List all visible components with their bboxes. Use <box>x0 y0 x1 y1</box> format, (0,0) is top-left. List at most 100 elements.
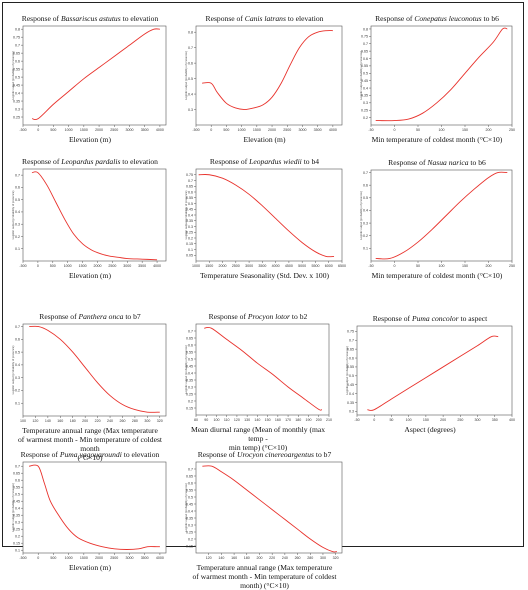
y-axis-label: Logistic output (probability of presence… <box>184 51 188 100</box>
x-tick-label: 1500 <box>80 556 88 560</box>
y-tick-label: 0.25 <box>186 231 193 235</box>
x-tick-label: 140 <box>254 418 260 422</box>
y-tick-label: 0.3 <box>188 523 193 527</box>
plot-area <box>22 168 167 262</box>
response-curve <box>32 28 160 121</box>
y-axis-label: Logistic output (probability of presence… <box>11 483 15 532</box>
y-tick-label: 0.55 <box>13 486 20 490</box>
response-plot: 0.1 0.2 0.3 0.4 0.5 0.6 0.7 -500 0 500 1000 1500 200… <box>11 168 167 268</box>
x-axis-label: Elevation (m) <box>243 135 286 144</box>
y-tick-label: 0.6 <box>363 183 368 187</box>
title-suffix: to b6 <box>468 158 486 167</box>
x-tick-label: 4000 <box>272 264 280 268</box>
x-tick-label: 180 <box>70 419 76 423</box>
response-plot: 0.15 0.2 0.25 0.3 0.35 0.4 0.45 0.5 0.55 0.6 0.65 0… <box>184 461 343 560</box>
chart-title: Response of Bassariscus astutus to eleva… <box>10 14 170 23</box>
y-tick-label: 0.5 <box>15 75 20 79</box>
y-tick-label: 0.8 <box>15 27 20 31</box>
x-tick-label: 300 <box>320 556 326 560</box>
y-tick-label: 0.45 <box>13 500 20 504</box>
response-curve <box>375 27 508 122</box>
x-tick-label: 140 <box>218 556 224 560</box>
title-prefix: Response of <box>375 14 415 23</box>
response-curve <box>202 465 337 553</box>
title-prefix: Response of <box>39 312 79 321</box>
x-tick-label: 2000 <box>268 128 276 132</box>
x-tick-label: 0 <box>373 418 375 422</box>
title-suffix: to b7 <box>313 450 332 459</box>
title-prefix: Response of <box>208 312 248 321</box>
y-tick-label: 0.3 <box>15 521 20 525</box>
x-tick-label: -500 <box>192 128 199 132</box>
response-plot: 0.2 0.25 0.3 0.35 0.4 0.45 0.5 0.55 0.6 0.65 0.7 0.… <box>359 25 515 132</box>
title-species: Leopardus pardalis <box>61 157 121 166</box>
y-tick-label: 0.65 <box>347 347 354 351</box>
title-species: Bassariscus astutus <box>60 14 121 23</box>
y-tick-label: 0.65 <box>186 474 193 478</box>
x-axis-label: Elevation (m) <box>69 135 111 144</box>
y-tick-label: 0.5 <box>349 374 354 378</box>
y-tick-label: 0.65 <box>186 336 193 340</box>
x-tick-label: 150 <box>462 128 468 132</box>
y-tick-label: 0.55 <box>186 196 193 200</box>
x-tick-label: 1500 <box>253 128 261 132</box>
y-tick-label: 0.7 <box>15 173 20 177</box>
y-tick-label: 0.5 <box>188 495 193 499</box>
y-tick-label: 0.65 <box>13 472 20 476</box>
y-tick-label: 0.2 <box>363 234 368 238</box>
x-tick-label: 120 <box>234 418 240 422</box>
y-tick-label: 0.4 <box>188 92 193 96</box>
x-tick-label: 500 <box>50 128 56 132</box>
plot-area <box>22 323 167 417</box>
response-curve <box>367 335 499 411</box>
y-tick-label: 0.6 <box>15 338 20 342</box>
response-plot: 0.3 0.4 0.5 0.6 0.7 0.8 -500 0 500 1000 1500 2000 25… <box>184 25 343 132</box>
x-tick-label: 3500 <box>314 128 322 132</box>
x-tick-label: 4000 <box>156 128 164 132</box>
chart-title: Response of Leopardus wiedii to b4 <box>183 157 346 166</box>
x-tick-label: -500 <box>19 128 26 132</box>
x-tick-label: 4000 <box>153 264 161 268</box>
title-species: Conepatus leuconotus <box>414 14 482 23</box>
title-suffix: to elevation <box>285 14 324 23</box>
x-tick-label: 100 <box>213 418 219 422</box>
x-axis-label: Elevation (m) <box>69 271 111 280</box>
y-tick-label: 0.6 <box>15 479 20 483</box>
y-tick-label: 0.3 <box>188 108 193 112</box>
y-tick-label: 0.65 <box>186 185 193 189</box>
x-tick-label: 3000 <box>123 264 131 268</box>
title-species: Nasua narica <box>427 158 469 167</box>
x-tick-label: 2500 <box>283 128 291 132</box>
x-tick-label: 400 <box>509 418 515 422</box>
plot-area <box>22 461 167 554</box>
y-tick-label: 0.1 <box>188 248 193 252</box>
x-tick-label: 250 <box>509 128 515 132</box>
y-tick-label: 0.2 <box>363 116 368 120</box>
response-plot: 0.1 0.15 0.2 0.25 0.3 0.35 0.4 0.45 0.5 0.55 0.6 0.… <box>11 461 167 560</box>
x-tick-label: 100 <box>439 264 445 268</box>
y-tick-label: 0.5 <box>363 196 368 200</box>
x-axis-label: Temperature annual range (Max temperatur… <box>17 426 163 462</box>
x-tick-label: 200 <box>256 556 262 560</box>
response-curve <box>375 171 508 260</box>
title-suffix: to b7 <box>123 312 141 321</box>
chart-title: Response of Procyon lotor to b2 <box>183 312 333 321</box>
y-tick-label: 0.1 <box>363 247 368 251</box>
x-tick-label: -50 <box>368 264 373 268</box>
y-tick-label: 0.3 <box>349 410 354 414</box>
chart-title: Response of Conepatus leuconotus to b6 <box>358 14 516 23</box>
y-tick-label: 0.45 <box>13 83 20 87</box>
y-tick-label: 0.5 <box>363 72 368 76</box>
x-tick-label: 250 <box>509 264 515 268</box>
y-axis-label: Logistic output (probability of presence… <box>359 191 363 240</box>
x-tick-label: 1000 <box>64 264 72 268</box>
x-tick-label: 160 <box>275 418 281 422</box>
title-suffix: to elevation <box>120 157 158 166</box>
y-tick-label: 0.35 <box>13 514 20 518</box>
y-tick-label: 0.3 <box>363 221 368 225</box>
title-prefix: Response of <box>209 157 250 166</box>
plot-area <box>22 25 167 126</box>
y-axis-label: Logistic output (probability of presence… <box>11 191 15 240</box>
x-tick-label: 350 <box>492 418 498 422</box>
title-prefix: Response of <box>205 14 245 23</box>
